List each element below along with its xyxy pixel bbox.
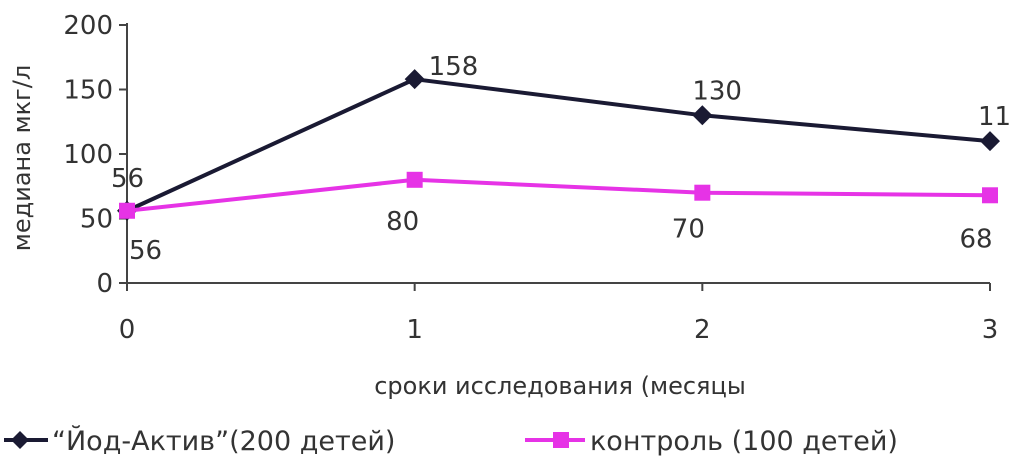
legend-item-series-2: контроль (100 детей)	[525, 426, 898, 457]
data-label-series-1: 56	[111, 164, 144, 194]
tick-labels: 0 50 100 150 200 0 1 2 3	[63, 11, 998, 345]
x-tick-label: 3	[982, 315, 999, 345]
data-point-series-1	[405, 69, 425, 89]
data-label-series-2: 70	[672, 215, 705, 245]
y-tick-label: 50	[80, 205, 113, 235]
data-labels: 56 158 130 110 56 80 70 68	[111, 52, 1011, 266]
data-label-series-1: 158	[429, 52, 479, 82]
data-label-series-1: 130	[692, 76, 742, 106]
x-tick-label: 2	[694, 315, 711, 345]
data-label-series-2: 56	[129, 236, 162, 266]
series-line-1	[127, 79, 990, 211]
y-tick-label: 0	[96, 269, 113, 299]
data-point-series-2	[982, 187, 998, 203]
data-label-series-2: 80	[386, 207, 419, 237]
data-point-series-2	[407, 172, 423, 188]
y-tick-label: 200	[63, 11, 113, 41]
data-label-series-1: 110	[978, 102, 1011, 132]
legend-marker-series-2	[553, 432, 569, 448]
y-axis-label: медиана мкг/л	[8, 65, 36, 251]
legend-label-series-2: контроль (100 детей)	[590, 426, 898, 457]
legend-item-series-1: “Йод-Актив”(200 детей)	[4, 425, 395, 457]
series-line-2	[127, 180, 990, 211]
data-point-series-1	[692, 105, 712, 125]
y-tick-label: 100	[63, 140, 113, 170]
data-label-series-2: 68	[959, 224, 992, 254]
data-point-series-2	[119, 203, 135, 219]
x-axis-label: сроки исследования (месяцы	[374, 372, 746, 400]
data-point-series-1	[980, 131, 1000, 151]
data-point-series-2	[694, 185, 710, 201]
legend: “Йод-Актив”(200 детей) контроль (100 дет…	[4, 425, 898, 457]
series-layer	[117, 69, 1000, 221]
legend-label-series-1: “Йод-Актив”(200 детей)	[52, 425, 395, 457]
legend-marker-series-1	[11, 431, 29, 449]
y-tick-label: 150	[63, 76, 113, 106]
axes	[119, 23, 990, 291]
x-tick-label: 0	[119, 315, 136, 345]
x-tick-label: 1	[406, 315, 423, 345]
